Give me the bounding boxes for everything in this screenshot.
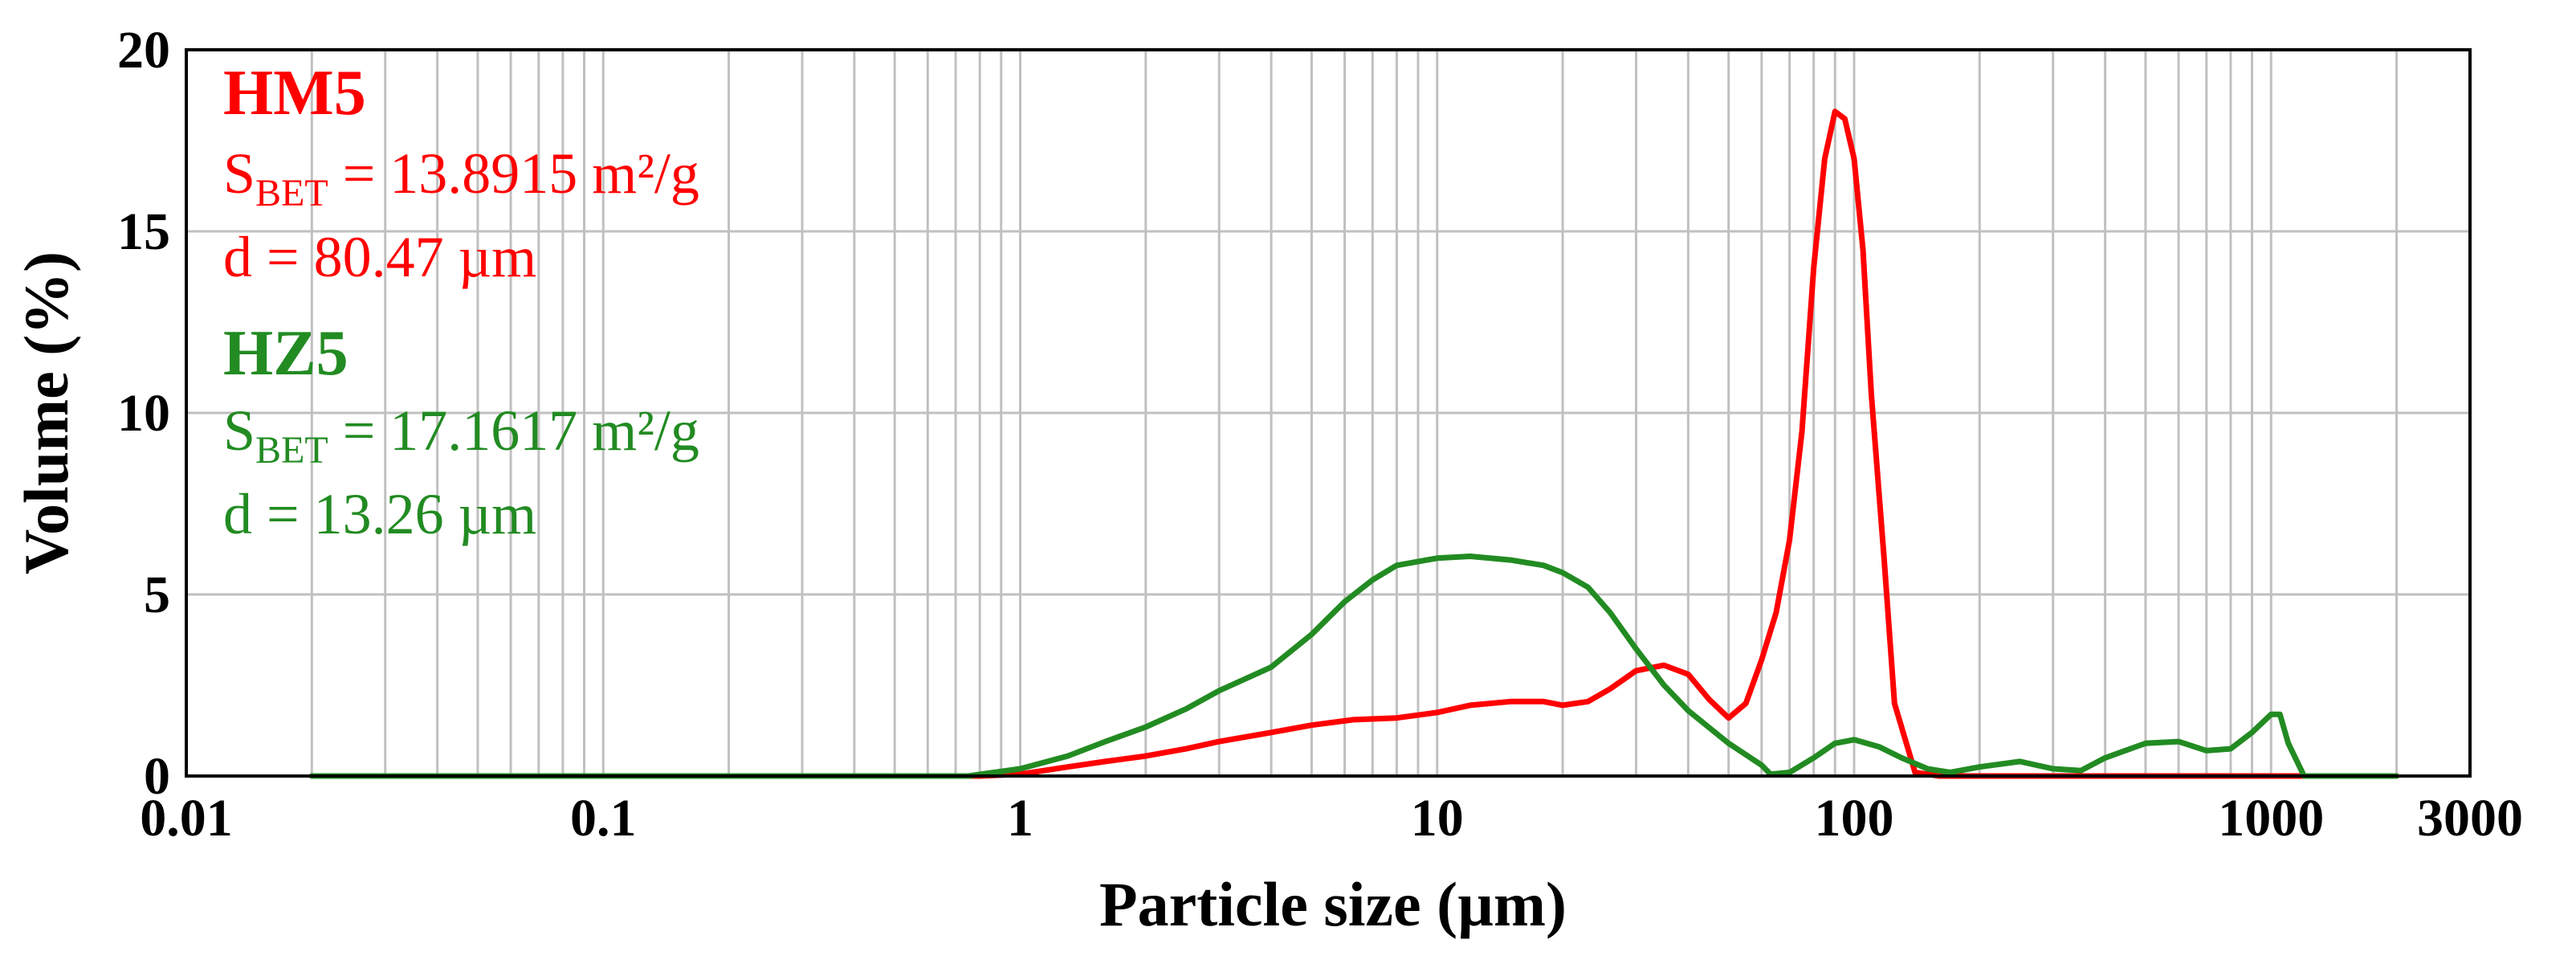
- x-tick-label: 3000: [2417, 789, 2523, 848]
- hz5-d: d = 13.26 µm: [223, 482, 536, 546]
- hm5-sbet: SBET = 13.8915 m²/g: [223, 141, 699, 214]
- hm5-sbet-sub: BET: [255, 172, 328, 214]
- hm5-annotation: HM5 SBET = 13.8915 m²/g d = 80.47 µm: [223, 58, 699, 289]
- y-tick-label: 20: [117, 21, 170, 80]
- hm5-sbet-value: = 13.8915 m²/g: [328, 141, 699, 206]
- series-line-hm5: [308, 108, 2400, 779]
- x-tick-label: 1000: [2218, 789, 2324, 848]
- x-tick-label: 0.01: [140, 789, 233, 848]
- x-tick-labels: 0.01 0.1 1 10 100 1000 3000: [140, 789, 2523, 848]
- hm5-d: d = 80.47 µm: [223, 225, 536, 289]
- x-tick-label: 1: [1007, 789, 1033, 848]
- hz5-sbet-prefix: S: [223, 398, 255, 463]
- hm5-sbet-prefix: S: [223, 141, 255, 206]
- x-tick-label: 100: [1815, 789, 1894, 848]
- y-tick-label: 10: [117, 384, 170, 443]
- y-axis-title: Volume (%): [11, 251, 81, 574]
- hz5-name: HZ5: [223, 318, 348, 389]
- y-tick-label: 15: [117, 202, 170, 261]
- hz5-sbet-value: = 17.1617 m²/g: [328, 398, 699, 463]
- grid: [185, 48, 2472, 778]
- y-tick-labels: 0 5 10 15 20: [117, 21, 170, 806]
- x-tick-label: 0.1: [570, 789, 637, 848]
- hz5-annotation: HZ5 SBET = 17.1617 m²/g d = 13.26 µm: [223, 318, 699, 546]
- y-tick-label: 0: [144, 747, 170, 806]
- hm5-name: HM5: [223, 58, 366, 129]
- series-layer: [308, 108, 2400, 779]
- x-axis-title: Particle size (µm): [1099, 869, 1567, 939]
- x-tick-label: 10: [1411, 789, 1464, 848]
- plot-frame: [185, 48, 2472, 778]
- hz5-sbet: SBET = 17.1617 m²/g: [223, 398, 699, 472]
- y-tick-label: 5: [144, 566, 170, 624]
- hz5-sbet-sub: BET: [255, 429, 328, 472]
- series-line-hz5: [308, 553, 2400, 779]
